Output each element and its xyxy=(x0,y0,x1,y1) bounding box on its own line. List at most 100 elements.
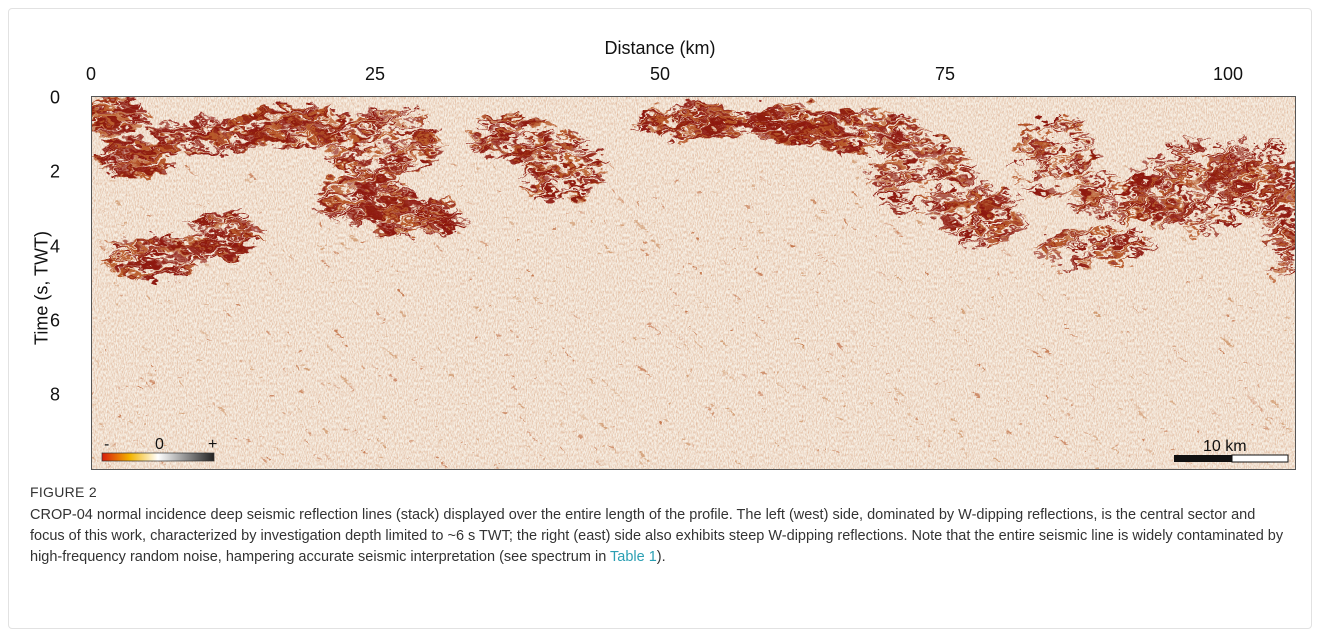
reflection-streak xyxy=(337,122,354,130)
noise-speckle xyxy=(204,207,207,210)
reflection-streak xyxy=(1237,167,1247,175)
reflection-streak xyxy=(246,125,259,130)
reflection-streak xyxy=(1182,190,1200,203)
reflection-streak xyxy=(1126,175,1140,185)
reflection-streak xyxy=(800,136,821,142)
reflection-streak xyxy=(541,165,560,171)
reflection-streak xyxy=(92,127,112,132)
noise-speckle xyxy=(386,157,391,161)
noise-speckle xyxy=(870,323,875,325)
reflection-streak xyxy=(388,169,404,176)
noise-speckle xyxy=(867,173,872,175)
reflection-streak xyxy=(1280,161,1295,171)
reflection-streak xyxy=(106,123,121,127)
noise-speckle xyxy=(1125,180,1129,182)
reflection-streak xyxy=(958,170,979,178)
reflection-streak xyxy=(886,149,901,156)
reflection-streak xyxy=(514,139,531,144)
noise-speckle xyxy=(864,383,868,387)
reflection-streak xyxy=(1078,248,1087,253)
reflection-streak xyxy=(509,149,531,155)
reflection-streak xyxy=(837,149,859,155)
reflection-streak xyxy=(893,127,909,132)
noise-speckle xyxy=(476,454,479,457)
reflection-streak xyxy=(994,193,1006,199)
reflection-streak xyxy=(371,129,385,136)
reflection-streak xyxy=(210,218,222,222)
reflection-streak xyxy=(180,120,196,125)
noise-speckle xyxy=(1052,370,1056,372)
noise-speckle xyxy=(1092,464,1097,467)
reflection-streak xyxy=(357,169,374,176)
reflection-streak xyxy=(172,240,182,244)
reflection-streak xyxy=(1028,157,1041,164)
noise-speckle xyxy=(895,275,897,278)
noise-speckle xyxy=(753,458,759,461)
reflection-streak xyxy=(522,151,535,157)
reflection-streak xyxy=(517,143,527,147)
noise-speckle xyxy=(227,215,233,218)
reflection-streak xyxy=(357,124,375,131)
reflection-streak xyxy=(386,211,395,215)
reflection-streak xyxy=(532,148,549,155)
noise-speckle xyxy=(798,327,803,330)
noise-speckle xyxy=(734,250,739,253)
reflection-streak xyxy=(888,190,909,198)
reflection-streak xyxy=(630,125,650,130)
noise-speckle xyxy=(92,394,97,398)
reflection-streak xyxy=(876,183,895,191)
reflection-streak xyxy=(272,110,290,116)
noise-speckle xyxy=(434,344,436,346)
noise-speckle xyxy=(1283,322,1286,324)
reflection-streak xyxy=(266,135,287,143)
reflection-streak xyxy=(1085,147,1094,153)
reflection-streak xyxy=(800,108,821,113)
reflection-streak xyxy=(168,252,182,256)
table-1-link[interactable]: Table 1 xyxy=(610,549,657,565)
noise-speckle xyxy=(636,202,642,205)
reflection-streak xyxy=(670,115,683,120)
reflection-streak xyxy=(172,137,182,141)
reflection-streak xyxy=(951,220,965,226)
noise-speckle xyxy=(671,387,673,391)
reflection-streak xyxy=(1289,238,1295,243)
reflection-streak xyxy=(916,174,935,182)
noise-speckle xyxy=(1029,382,1033,386)
noise-speckle xyxy=(237,358,241,361)
reflection-streak xyxy=(836,136,848,140)
reflection-streak xyxy=(676,116,692,122)
reflection-streak xyxy=(1186,219,1204,232)
noise-speckle xyxy=(1026,347,1030,351)
reflection-streak xyxy=(384,195,404,203)
noise-speckle xyxy=(394,207,397,210)
reflection-streak xyxy=(1286,253,1295,259)
noise-speckle xyxy=(1226,314,1231,318)
seismic-section-canvas: - 0 + 10 km xyxy=(92,97,1295,469)
reflection-streak xyxy=(239,146,249,150)
reflection-streak xyxy=(1230,167,1238,173)
reflection-streak xyxy=(1003,206,1013,212)
reflection-streak xyxy=(1036,190,1052,198)
noise-speckle xyxy=(613,167,616,170)
noise-speckle xyxy=(238,227,243,230)
reflection-streak xyxy=(878,130,895,135)
reflection-streak xyxy=(885,143,899,148)
reflection-streak xyxy=(636,121,653,126)
reflection-streak xyxy=(367,122,377,126)
noise-speckle xyxy=(440,461,444,465)
reflection-streak xyxy=(1041,131,1061,140)
reflection-streak xyxy=(531,120,545,125)
reflection-streak xyxy=(1257,182,1270,190)
reflection-streak xyxy=(917,152,928,158)
noise-speckle xyxy=(120,294,123,297)
reflection-streak xyxy=(155,244,177,248)
reflection-streak xyxy=(198,138,214,143)
noise-speckle xyxy=(964,218,967,222)
reflection-streak xyxy=(775,128,785,131)
noise-speckle xyxy=(1005,253,1011,255)
reflection-streak xyxy=(169,273,187,277)
reflection-streak xyxy=(176,269,184,272)
noise-speckle xyxy=(816,217,821,220)
reflection-streak xyxy=(151,241,166,245)
noise-speckle xyxy=(377,272,381,275)
